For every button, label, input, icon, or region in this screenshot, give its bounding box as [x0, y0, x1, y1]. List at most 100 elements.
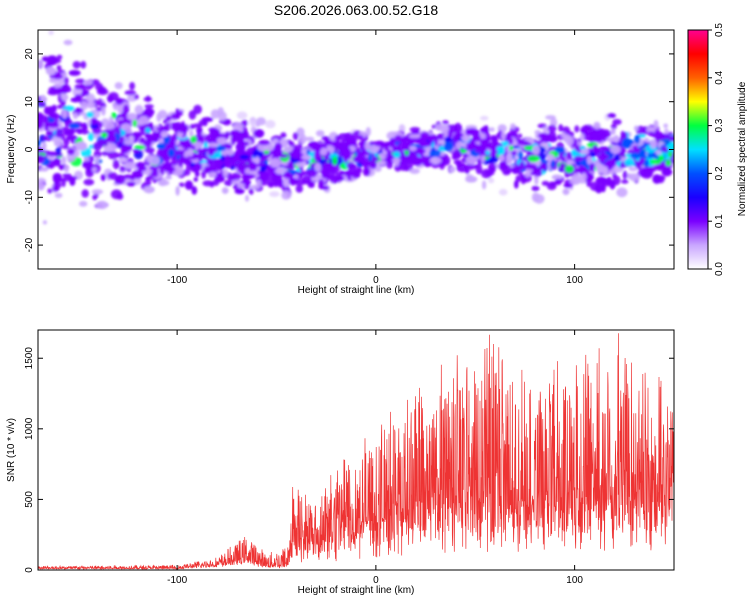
heatmap-cell	[280, 132, 287, 139]
heatmap-cell	[62, 144, 70, 150]
heatmap-cell	[415, 147, 426, 155]
heatmap-cell	[634, 125, 639, 131]
heatmap-cell	[511, 150, 517, 156]
heatmap-cell	[202, 119, 208, 127]
heatmap-cell	[365, 127, 371, 137]
heatmap-cell	[148, 135, 156, 143]
heatmap-cell	[259, 165, 266, 173]
heatmap-cell	[411, 130, 420, 135]
heatmap-cell	[81, 89, 90, 96]
heatmap-cell	[211, 179, 220, 186]
heatmap-cell	[267, 182, 275, 188]
heatmap-cell	[52, 177, 64, 183]
heatmap-cell	[574, 125, 580, 133]
heatmap-cell	[91, 189, 104, 195]
heatmap-cell	[317, 179, 324, 185]
heatmap-cell	[409, 145, 417, 151]
heatmap-cell	[124, 161, 136, 169]
heatmap-cell	[610, 123, 617, 130]
heatmap-cell	[514, 180, 519, 189]
heatmap-cell	[518, 133, 523, 139]
y-tick-label: 1500	[24, 347, 35, 370]
heatmap-cell	[420, 142, 432, 147]
heatmap-cell	[614, 153, 620, 162]
snr-ylabel: SNR (10 * v/v)	[6, 418, 17, 482]
heatmap-cell	[234, 188, 245, 195]
heatmap-cell	[448, 124, 458, 134]
colorbar-tick-label: 0.1	[714, 214, 725, 228]
heatmap-cell	[67, 148, 75, 156]
colorbar-ticks: 0.0 0.1 0.2 0.3 0.4 0.5	[708, 23, 725, 276]
heatmap-cell	[394, 135, 403, 142]
heatmap-cell	[208, 167, 217, 173]
heatmap-cell	[502, 171, 510, 176]
heatmap-cell	[225, 154, 232, 162]
heatmap-cell	[652, 174, 662, 184]
heatmap-cell	[373, 140, 386, 147]
heatmap-cell	[480, 115, 489, 121]
heatmap-cell	[52, 74, 64, 80]
heatmap-cell	[594, 183, 603, 194]
heatmap-cell	[588, 163, 595, 171]
heatmap-cell	[563, 183, 573, 188]
heatmap-cell	[245, 194, 249, 202]
heatmap-cell	[46, 55, 58, 66]
heatmap-cell	[533, 194, 545, 204]
heatmap-cell	[83, 178, 95, 186]
heatmap-cell	[278, 153, 289, 158]
heatmap-cell	[157, 148, 163, 154]
heatmap-cell	[301, 175, 312, 185]
heatmap-cell	[143, 108, 155, 116]
heatmap-cell	[537, 132, 549, 139]
heatmap-cell	[291, 152, 301, 160]
heatmap-cell	[49, 112, 59, 119]
colorbar-scale	[688, 30, 708, 269]
heatmap-cell	[100, 174, 106, 181]
heatmap-cell	[152, 190, 161, 198]
heatmap-cell	[189, 124, 196, 130]
heatmap-cell	[147, 122, 154, 129]
heatmap-cell	[488, 163, 497, 173]
heatmap-cell	[621, 179, 629, 184]
heatmap-cell	[80, 61, 87, 69]
heatmap-cell	[218, 160, 224, 167]
heatmap-cell	[38, 112, 45, 121]
heatmap-cell	[211, 158, 219, 163]
heatmap-cell	[156, 142, 166, 150]
heatmap-cell	[580, 133, 585, 141]
heatmap-cell	[47, 151, 57, 157]
heatmap-cell	[665, 159, 672, 167]
colorbar-tick-label: 0.0	[714, 262, 725, 276]
heatmap-cell	[593, 121, 601, 130]
heatmap-cell	[606, 176, 612, 187]
heatmap-cell	[273, 177, 278, 188]
heatmap-cell	[389, 137, 396, 146]
heatmap-cell	[183, 158, 193, 166]
heatmap-cell	[63, 129, 73, 136]
heatmap-cell	[649, 159, 662, 165]
heatmap-cell	[549, 181, 556, 188]
colorbar: 0.0 0.1 0.2 0.3 0.4 0.5 Normalized spectral a…	[687, 23, 748, 276]
heatmap-cell	[74, 107, 84, 114]
heatmap-cell	[178, 110, 184, 116]
heatmap-cell	[658, 155, 665, 162]
heatmap-cell	[101, 106, 106, 116]
heatmap-cell	[225, 131, 230, 138]
snr-series-line	[38, 333, 674, 570]
snr-xlabel: Height of straight line (km)	[298, 585, 415, 596]
x-tick-label: 100	[566, 575, 583, 586]
heatmap-cell	[335, 175, 345, 181]
x-tick-label: 100	[566, 275, 583, 286]
heatmap-cell	[101, 132, 108, 138]
heatmap-cell	[54, 83, 62, 89]
y-tick-label: -10	[24, 190, 35, 205]
heatmap-cell	[210, 109, 220, 119]
heatmap-cell	[227, 149, 235, 156]
heatmap-cell	[341, 147, 352, 155]
heatmap-cell	[178, 182, 185, 188]
heatmap-cell	[287, 161, 294, 167]
heatmap-cell	[118, 157, 128, 163]
heatmap-cell	[93, 150, 102, 159]
y-tick-label: 500	[24, 491, 35, 508]
heatmap-cell	[391, 146, 401, 154]
